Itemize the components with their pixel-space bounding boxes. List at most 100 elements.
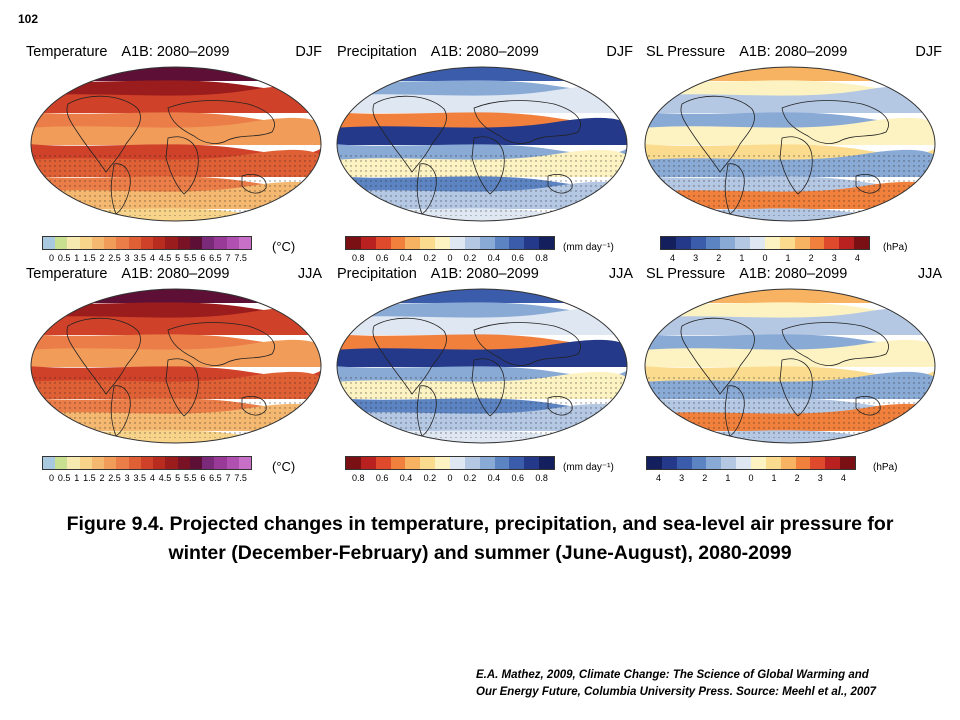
colorbar-swatch	[91, 237, 105, 249]
colorbar-swatch	[691, 457, 707, 469]
continent-outline	[66, 317, 141, 395]
continent-outline	[781, 100, 889, 144]
map-precipitation-jja	[334, 286, 630, 446]
map-precipitation-djf	[334, 64, 630, 224]
colorbar-tick-label: 5	[175, 473, 181, 483]
map-band	[645, 118, 935, 145]
colorbar-tick-label: 3	[831, 253, 837, 263]
colorbar-swatch	[128, 457, 141, 469]
colorbar-swatch	[140, 457, 154, 469]
credit-line: E.A. Mathez, 2009, Climate Change: The S…	[476, 669, 869, 681]
world-map-projection	[30, 66, 322, 222]
world-map-projection	[644, 66, 936, 222]
colorbar-swatch	[375, 457, 391, 469]
colorbar-swatch	[794, 237, 810, 249]
colorbar-tick-label: 3	[124, 253, 130, 263]
continent-outline	[241, 174, 267, 194]
colorbar-swatch	[375, 237, 391, 249]
colorbar-swatch	[91, 457, 105, 469]
colorbar-tick-label: 0.6	[511, 473, 525, 483]
colorbar-tick-label: 0.8	[535, 473, 548, 483]
colorbar-tick-label: 0.2	[463, 473, 477, 483]
colorbar-swatch	[165, 457, 178, 469]
colorbar-tick-label: 1	[739, 253, 745, 263]
colorbar-swatch	[479, 237, 495, 249]
colorbar-temperature	[42, 236, 252, 250]
colorbar-tick-label: 2	[794, 473, 800, 483]
colorbar-tick-label: 6.5	[209, 253, 222, 263]
colorbar-swatch	[43, 457, 56, 469]
continent-outline	[110, 163, 131, 215]
colorbar-unit: (hPa)	[873, 462, 898, 473]
colorbar-swatch	[238, 457, 251, 469]
colorbar-swatch	[524, 457, 540, 469]
colorbar-tick-label: 1.5	[83, 253, 96, 263]
colorbar-swatch	[346, 237, 361, 249]
figure-caption: Figure 9.4. Projected changes in tempera…	[66, 513, 894, 564]
colorbar-tick-label: 6	[200, 473, 206, 483]
credit-line: Our Energy Future, Columbia University P…	[476, 686, 877, 698]
colorbar-tick-label: 0	[49, 473, 55, 483]
colorbar-temperature	[42, 456, 252, 470]
colorbar-ticks: 4 3 2 1 0 1 2 3 4	[670, 253, 860, 263]
significance-stippling	[645, 152, 935, 216]
continent-outline	[167, 100, 275, 144]
colorbar-swatch	[360, 237, 376, 249]
map-border	[336, 66, 628, 222]
colorbar-tick-label: 0.2	[423, 473, 437, 483]
continent-outline	[724, 385, 745, 437]
colorbar-tick-label: 2	[99, 473, 105, 483]
colorbar-swatch	[647, 457, 662, 469]
panel-title: Precipitation A1B: 2080–2099 DJF	[337, 44, 633, 60]
colorbar-swatch	[390, 237, 406, 249]
colorbar-tick-label: 0.8	[352, 473, 365, 483]
colorbar-swatch	[214, 457, 227, 469]
colorbar-tick-label: 4	[854, 253, 860, 263]
colorbar-swatch	[177, 237, 190, 249]
panel-title: Temperature A1B: 2080–2099 DJF	[26, 44, 322, 60]
world-map-projection	[336, 66, 628, 222]
colorbar-tick-label: 0	[748, 473, 754, 483]
map-band	[31, 340, 321, 367]
colorbar-swatch	[854, 237, 870, 249]
colorbar-swatch	[494, 457, 510, 469]
colorbar-swatch	[706, 457, 722, 469]
colorbar-swatch	[509, 237, 525, 249]
colorbar-tick-label: 0.4	[487, 473, 501, 483]
colorbar-swatch	[189, 237, 203, 249]
colorbar-tick-label: 1.5	[83, 473, 96, 483]
colorbar-tick-label: 0	[447, 473, 453, 483]
colorbar-tick-label: 1	[74, 253, 80, 263]
colorbar-swatch	[153, 237, 166, 249]
map-band	[645, 308, 935, 335]
colorbar-swatch	[390, 457, 406, 469]
colorbar-swatch	[721, 457, 737, 469]
map-band	[337, 308, 627, 335]
colorbar-tick-label: 0.5	[57, 253, 71, 263]
colorbar-swatch	[405, 457, 421, 469]
map-border	[644, 66, 936, 222]
colorbar-pressure	[660, 236, 870, 250]
colorbar-tick-label: 4	[656, 473, 662, 483]
colorbar-swatch	[140, 237, 154, 249]
colorbar-swatch	[810, 457, 826, 469]
colorbar-tick-label: 0	[762, 253, 768, 263]
map-band	[31, 118, 321, 145]
panel-title: Precipitation A1B: 2080–2099 JJA	[337, 266, 633, 282]
colorbar-swatch	[825, 457, 841, 469]
significance-stippling	[645, 374, 935, 438]
map-band	[337, 86, 627, 113]
continent-outline	[779, 136, 813, 195]
continent-outline	[165, 136, 199, 195]
colorbar-tick-label: 0.4	[487, 253, 501, 263]
colorbar-unit: (mm day⁻¹)	[563, 242, 614, 253]
colorbar-unit: (hPa)	[883, 242, 908, 253]
colorbar-swatch	[675, 237, 691, 249]
colorbar-tick-label: 7.5	[234, 473, 247, 483]
colorbar-swatch	[464, 457, 480, 469]
colorbar-swatch	[435, 237, 451, 249]
continent-outline	[66, 95, 141, 173]
colorbar-tick-label: 0.6	[375, 253, 389, 263]
colorbar-ticks: 0 0.5 1 1.5 2 2.5 3 3.5 4 4.5 5 5.5 6 6.5 7 7.5	[49, 253, 247, 263]
colorbar-tick-label: 4	[840, 473, 846, 483]
